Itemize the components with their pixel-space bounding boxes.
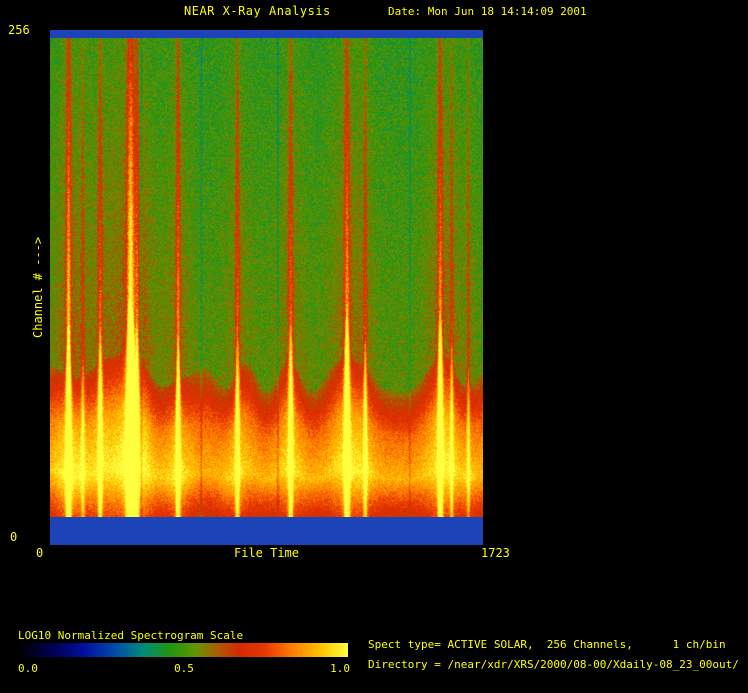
spectrogram-canvas — [50, 38, 483, 517]
y-axis-min-tick: 0 — [10, 530, 18, 544]
colorbar-ticks: 0.0 0.5 1.0 — [18, 662, 350, 675]
colorbar-canvas — [18, 643, 348, 657]
x-axis-label: File Time — [233, 546, 300, 560]
colorbar-tick-mid: 0.5 — [174, 662, 194, 675]
colorbar-tick-min: 0.0 — [18, 662, 38, 675]
colorbar-title: LOG10 Normalized Spectrogram Scale — [18, 629, 244, 642]
bottom-gap-band — [50, 517, 483, 545]
directory-info: Directory = /near/xdr/XRS/2000/08-00/Xda… — [368, 658, 739, 671]
y-axis-max-tick: 256 — [8, 23, 30, 37]
spectrogram-plot — [50, 30, 483, 545]
y-axis-label: Channel # ---> — [31, 236, 45, 339]
timestamp: Date: Mon Jun 18 14:14:09 2001 — [388, 5, 587, 18]
x-axis-max-tick: 1723 — [481, 546, 510, 560]
spect-type-info: Spect type= ACTIVE SOLAR, 256 Channels, … — [368, 638, 726, 651]
top-gap-band — [50, 30, 483, 38]
x-axis-min-tick: 0 — [36, 546, 44, 560]
app-title: NEAR X-Ray Analysis — [184, 4, 331, 18]
colorbar-tick-max: 1.0 — [330, 662, 350, 675]
